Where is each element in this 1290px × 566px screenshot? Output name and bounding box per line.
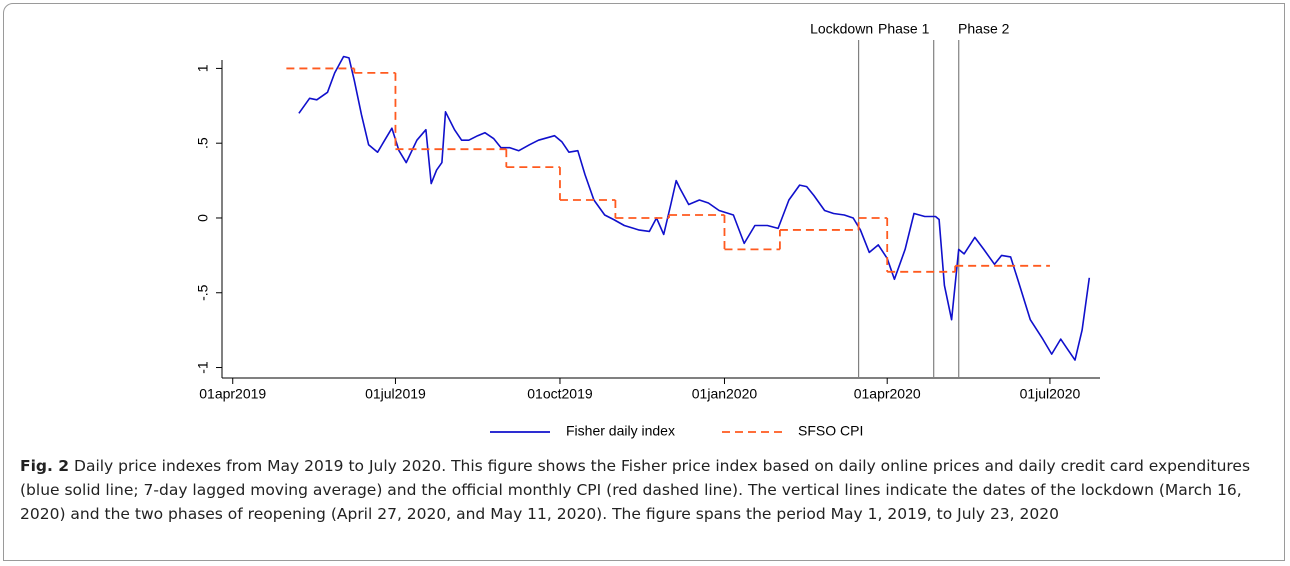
x-tick-label: 01jan2020 <box>692 386 758 402</box>
y-tick-label: 1 <box>195 64 211 72</box>
x-tick-label: 01jul2020 <box>1020 386 1081 402</box>
event-label: Lockdown <box>810 21 873 37</box>
y-tick-label: .5 <box>195 137 211 149</box>
y-tick-label: -1 <box>195 361 211 374</box>
x-tick-label: 01jul2019 <box>365 386 426 402</box>
x-tick-label: 01apr2019 <box>199 386 266 402</box>
event-label: Phase 1 <box>878 21 930 37</box>
x-tick-label: 01apr2020 <box>854 386 921 402</box>
caption-text: Daily price indexes from May 2019 to Jul… <box>20 457 1251 523</box>
x-tick-label: 01oct2019 <box>527 386 593 402</box>
figure-frame <box>3 3 1285 561</box>
chart: -1 -.5 0 .5 1 01apr2019 01jul2019 01oct2019 01ja… <box>195 21 1100 439</box>
legend-label: Fisher daily index <box>566 423 675 439</box>
event-label: Phase 2 <box>958 21 1010 37</box>
figure-caption: Fig. 2 Daily price indexes from May 2019… <box>20 454 1270 526</box>
series-line <box>298 55 1091 361</box>
legend-label: SFSO CPI <box>798 423 863 439</box>
y-tick-label: 0 <box>195 214 211 222</box>
y-tick-label: -.5 <box>195 284 211 301</box>
caption-label: Fig. 2 <box>20 457 70 475</box>
